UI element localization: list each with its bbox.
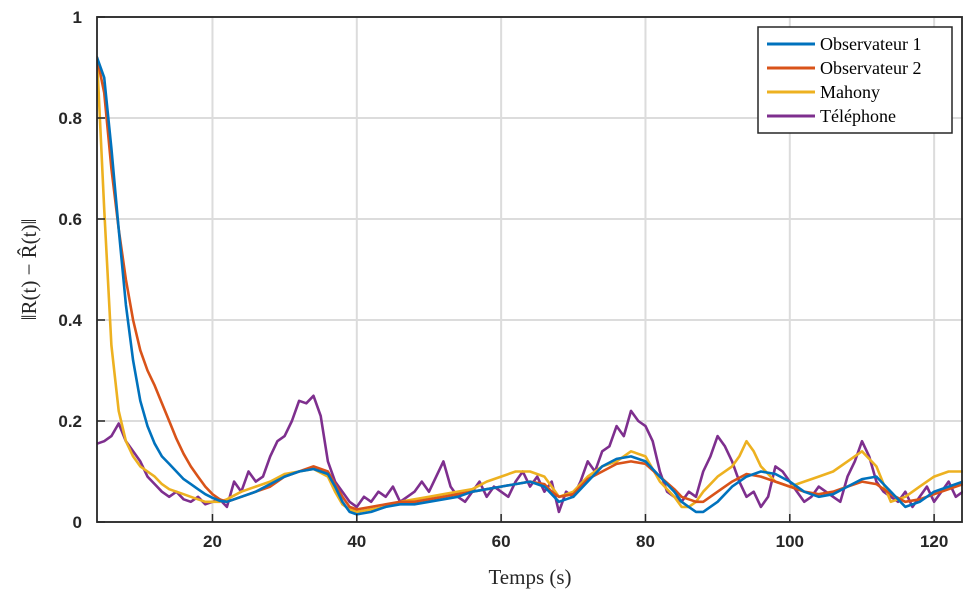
x-tick-label: 120 (920, 532, 948, 551)
legend-entry: Observateur 1 (820, 34, 921, 54)
legend: Observateur 1 Observateur 2 Mahony Téléphon… (757, 26, 953, 134)
x-axis-ticks: 20 40 60 80 100 120 (203, 514, 948, 551)
x-tick-label: 100 (776, 532, 804, 551)
x-tick-label: 80 (636, 532, 655, 551)
legend-entry: Téléphone (820, 106, 896, 126)
axes-box (96, 16, 963, 523)
y-tick-label: 0.2 (58, 412, 82, 431)
plot-area (97, 56, 963, 516)
series-line-1 (97, 56, 963, 516)
y-axis-label: ‖R(t) − R̂(t)‖ (17, 219, 41, 321)
x-tick-label: 60 (492, 532, 511, 551)
legend-entry: Observateur 2 (820, 58, 921, 78)
x-tick-label: 20 (203, 532, 222, 551)
y-axis-ticks: 0 0.2 0.4 0.6 0.8 1 (58, 8, 105, 532)
legend-entry: Mahony (820, 82, 880, 102)
y-tick-label: 0.6 (58, 210, 82, 229)
x-axis-label: Temps (s) (488, 565, 571, 589)
y-tick-label: 0 (73, 513, 82, 532)
y-tick-label: 0.4 (58, 311, 82, 330)
y-tick-label: 0.8 (58, 109, 82, 128)
x-tick-label: 40 (347, 532, 366, 551)
y-tick-label: 1 (73, 8, 82, 27)
